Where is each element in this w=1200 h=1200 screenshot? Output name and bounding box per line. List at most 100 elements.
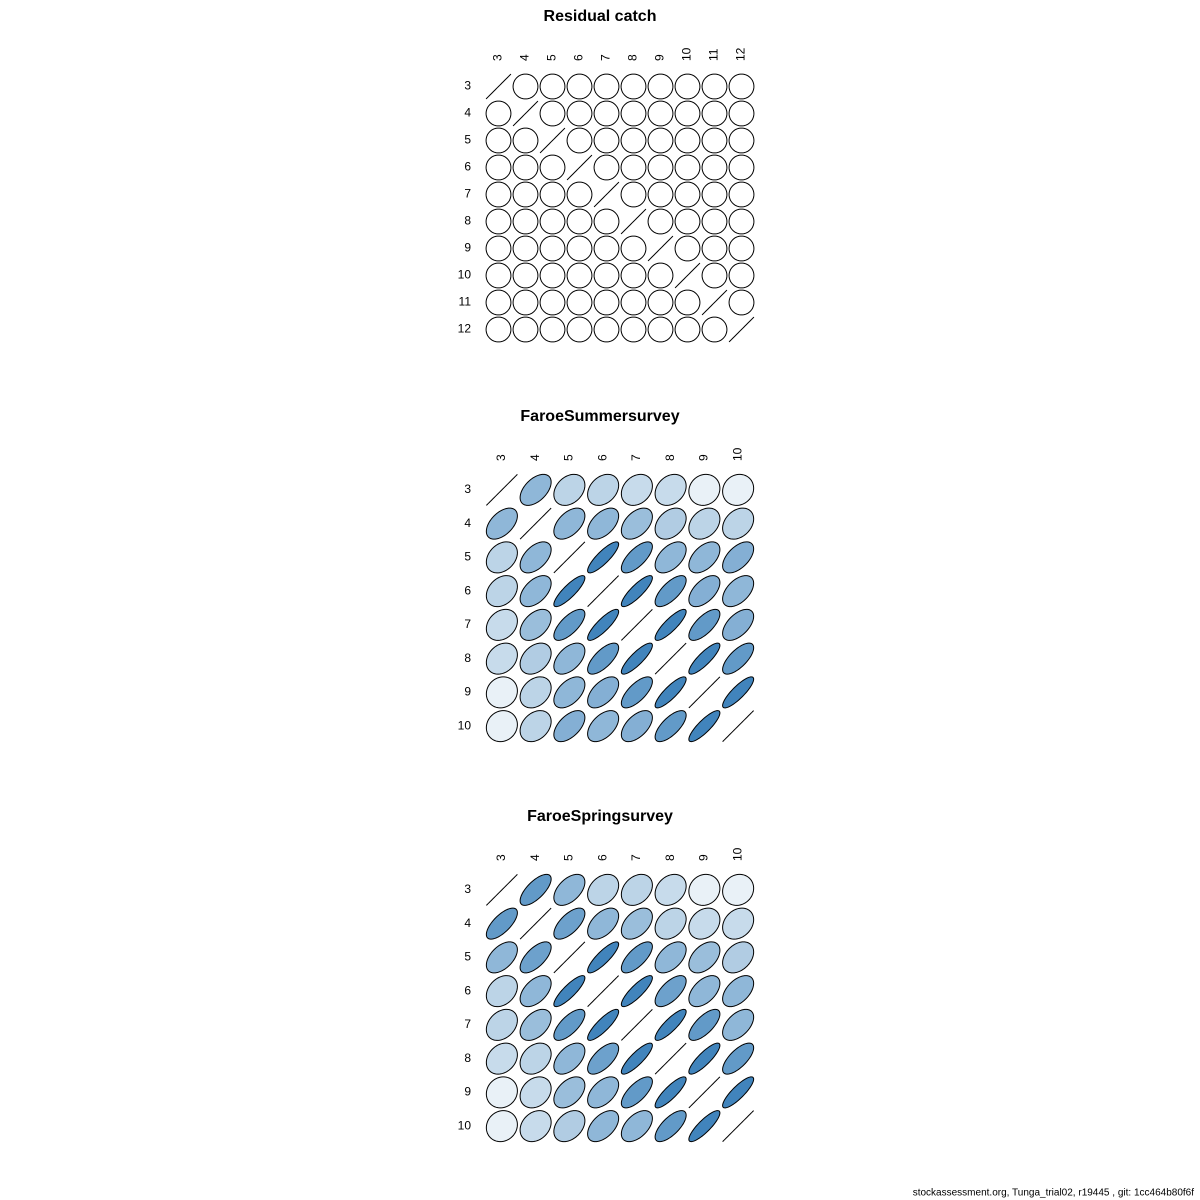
corr-ellipse — [519, 1110, 552, 1143]
corr-ellipse — [620, 1008, 653, 1041]
corr-ellipse — [688, 608, 721, 641]
x-tick-label: 6 — [595, 854, 609, 861]
corr-ellipse — [539, 73, 566, 100]
corr-ellipse — [728, 127, 755, 154]
corr-ellipse — [688, 710, 721, 743]
corr-ellipse — [519, 676, 552, 709]
corr-ellipse — [553, 608, 586, 641]
corr-ellipse — [728, 154, 755, 181]
corr-ellipse — [566, 100, 593, 127]
corr-ellipse — [519, 907, 552, 940]
corr-ellipse — [485, 642, 518, 675]
corr-ellipse — [512, 73, 539, 100]
corr-ellipse — [566, 235, 593, 262]
y-tick-label: 3 — [464, 482, 471, 496]
corr-ellipse — [647, 235, 674, 262]
corr-ellipse — [566, 208, 593, 235]
x-tick-label: 8 — [663, 854, 677, 861]
corr-ellipse — [728, 100, 755, 127]
corr-ellipse — [566, 181, 593, 208]
corr-ellipse — [485, 873, 518, 906]
y-tick-label: 6 — [464, 160, 471, 174]
corr-ellipse — [539, 127, 566, 154]
corr-ellipse — [485, 289, 512, 316]
corr-ellipse — [539, 316, 566, 343]
corr-ellipse — [587, 941, 620, 974]
corr-ellipse — [553, 975, 586, 1008]
x-tick-label: 9 — [697, 454, 711, 461]
corr-ellipse — [485, 541, 518, 574]
corr-ellipse — [701, 262, 728, 289]
corr-ellipse — [620, 608, 653, 641]
corr-ellipse — [566, 289, 593, 316]
corr-ellipse — [674, 127, 701, 154]
corr-ellipse — [654, 941, 687, 974]
corr-ellipse — [593, 181, 620, 208]
corr-ellipse — [485, 208, 512, 235]
corr-ellipse — [647, 73, 674, 100]
corr-ellipse — [688, 1042, 721, 1075]
corr-ellipse — [587, 541, 620, 574]
corr-ellipse — [553, 1008, 586, 1041]
corr-ellipse — [654, 907, 687, 940]
corr-ellipse — [566, 127, 593, 154]
x-tick-label: 3 — [494, 854, 508, 861]
corr-ellipse — [654, 507, 687, 540]
corr-ellipse — [539, 154, 566, 181]
corr-ellipse — [722, 642, 755, 675]
corr-ellipse — [519, 710, 552, 743]
corr-ellipse — [593, 289, 620, 316]
y-tick-label: 6 — [464, 983, 471, 997]
corr-ellipse — [553, 676, 586, 709]
corr-ellipse — [485, 608, 518, 641]
x-tick-label: 4 — [528, 854, 542, 861]
corr-ellipse — [647, 181, 674, 208]
y-tick-label: 12 — [458, 322, 472, 336]
corr-ellipse — [485, 575, 518, 608]
corr-ellipse — [553, 507, 586, 540]
corr-ellipse — [485, 181, 512, 208]
corr-ellipse — [674, 289, 701, 316]
corr-ellipse — [701, 127, 728, 154]
corr-ellipse — [728, 73, 755, 100]
corr-ellipse — [620, 941, 653, 974]
corr-ellipse — [620, 710, 653, 743]
corr-ellipse — [553, 710, 586, 743]
corr-ellipse — [688, 575, 721, 608]
corr-ellipse — [519, 541, 552, 574]
corr-ellipse — [647, 154, 674, 181]
corr-ellipse — [485, 1042, 518, 1075]
corr-ellipse — [722, 676, 755, 709]
corr-ellipse — [485, 975, 518, 1008]
corr-ellipse — [620, 154, 647, 181]
corr-ellipse — [654, 1110, 687, 1143]
y-tick-label: 7 — [464, 1017, 471, 1031]
y-tick-label: 7 — [464, 187, 471, 201]
corr-ellipse — [485, 262, 512, 289]
x-tick-label: 4 — [528, 454, 542, 461]
x-tick-label: 9 — [653, 54, 667, 61]
x-tick-label: 10 — [730, 447, 744, 461]
corr-ellipse — [553, 642, 586, 675]
corr-ellipse — [728, 316, 755, 343]
corr-ellipse — [728, 289, 755, 316]
corr-ellipse — [485, 1008, 518, 1041]
corr-ellipse — [688, 975, 721, 1008]
corr-ellipse — [553, 941, 586, 974]
corr-ellipse — [701, 154, 728, 181]
corr-ellipse — [485, 473, 518, 506]
corr-ellipse — [688, 1110, 721, 1143]
corr-ellipse — [620, 507, 653, 540]
corr-ellipse — [553, 541, 586, 574]
corr-ellipse — [647, 100, 674, 127]
corr-ellipse — [654, 473, 687, 506]
corr-ellipse — [722, 541, 755, 574]
y-tick-label: 5 — [464, 133, 471, 147]
corr-ellipse — [587, 1076, 620, 1109]
corr-ellipse — [722, 1076, 755, 1109]
x-tick-label: 10 — [680, 47, 694, 61]
corr-ellipse — [722, 1042, 755, 1075]
corr-ellipse — [674, 181, 701, 208]
corr-ellipse — [688, 676, 721, 709]
corr-ellipse — [587, 1110, 620, 1143]
